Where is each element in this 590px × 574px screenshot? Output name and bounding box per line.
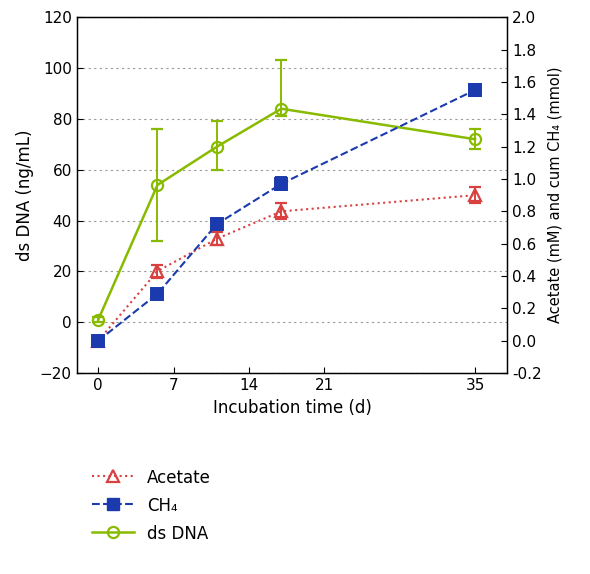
Legend: Acetate, CH₄, ds DNA: Acetate, CH₄, ds DNA <box>86 462 218 550</box>
X-axis label: Incubation time (d): Incubation time (d) <box>212 398 372 417</box>
Y-axis label: ds DNA (ng/mL): ds DNA (ng/mL) <box>17 129 34 261</box>
Y-axis label: Acetate (mM) and cum CH₄ (mmol): Acetate (mM) and cum CH₄ (mmol) <box>548 67 562 323</box>
